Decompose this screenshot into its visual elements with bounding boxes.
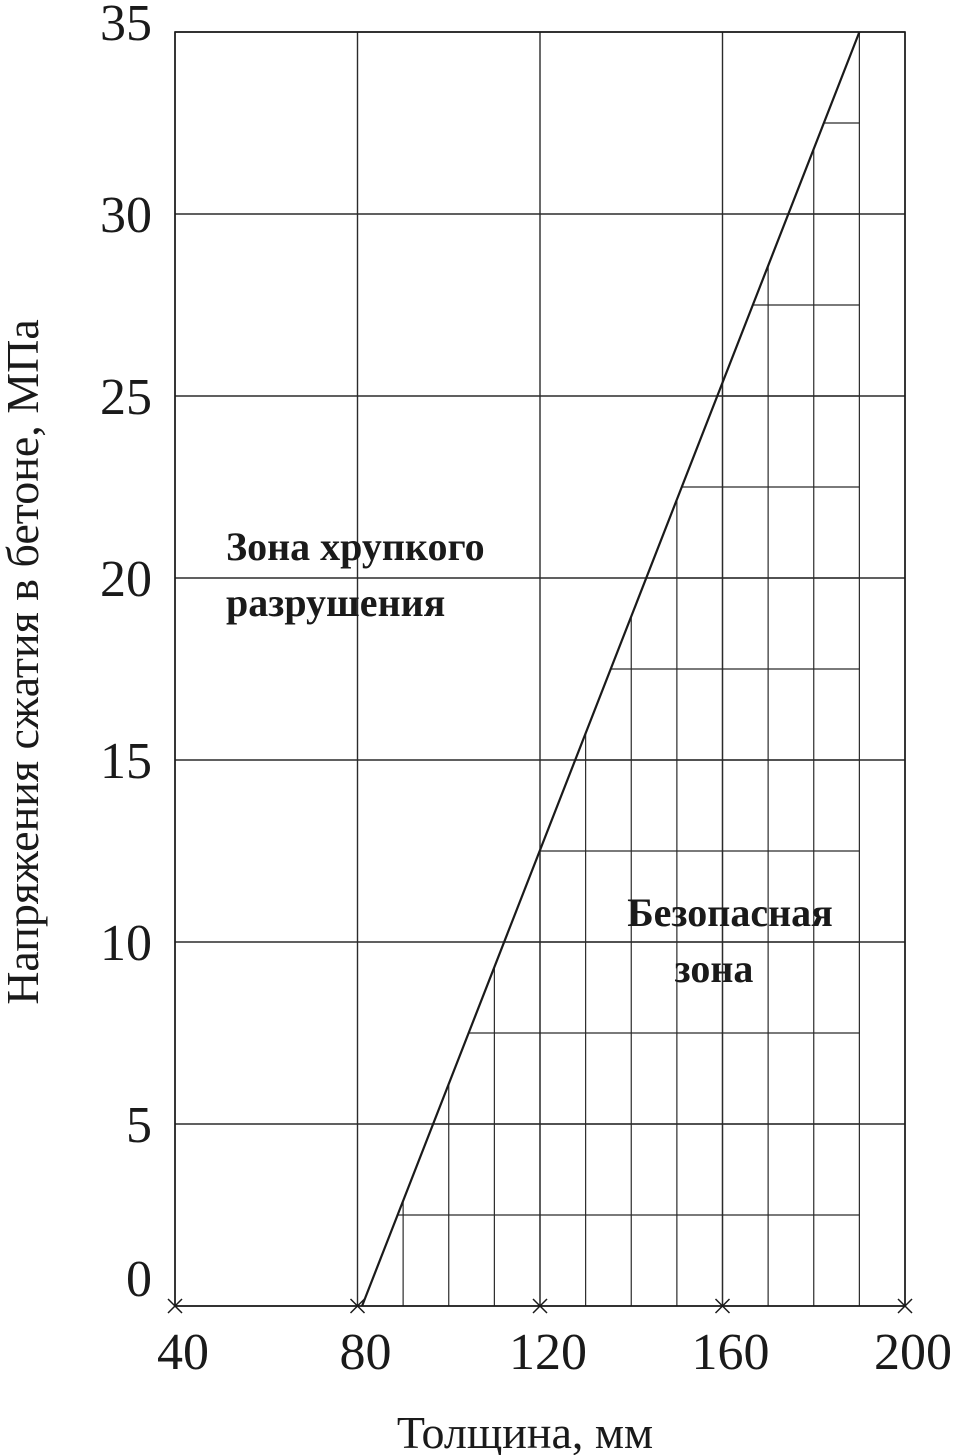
safe-zone-hatch <box>397 32 860 1306</box>
y-tick-label: 20 <box>100 551 152 608</box>
x-tick-mark <box>714 1298 731 1314</box>
y-tick-label: 35 <box>100 0 152 52</box>
y-axis-label: Напряжения сжатия в бетоне, МПа <box>0 319 48 1005</box>
safe-zone-label-line-2: зона <box>675 946 754 991</box>
x-tick-label: 200 <box>874 1324 952 1381</box>
y-tick-label: 25 <box>100 369 152 426</box>
x-tick-mark <box>897 1298 913 1314</box>
y-tick-label: 5 <box>126 1097 152 1154</box>
y-tick-label: 15 <box>100 733 152 790</box>
x-tick-mark <box>167 1298 183 1314</box>
safe-zone-label-line-1: Безопасная <box>627 890 833 935</box>
x-tick-label: 80 <box>340 1324 392 1381</box>
x-tick-label: 120 <box>509 1324 587 1381</box>
x-tick-mark <box>349 1298 366 1314</box>
y-tick-label: 30 <box>100 187 152 244</box>
x-tick-label: 160 <box>692 1324 770 1381</box>
y-tick-label: 10 <box>100 915 152 972</box>
brittle-zone-label-line-2: разрушения <box>226 580 445 625</box>
x-axis-label: Толщина, мм <box>397 1407 653 1455</box>
x-tick-mark <box>532 1298 548 1314</box>
tick-labels: 40 80 120 160 200 0 5 10 15 20 25 30 35 <box>100 0 952 1381</box>
brittle-zone-label-line-1: Зона хрупкого <box>226 524 485 569</box>
y-tick-label: 0 <box>126 1251 152 1308</box>
x-tick-label: 40 <box>157 1324 209 1381</box>
boundary-line <box>361 31 861 1307</box>
series <box>361 31 861 1307</box>
